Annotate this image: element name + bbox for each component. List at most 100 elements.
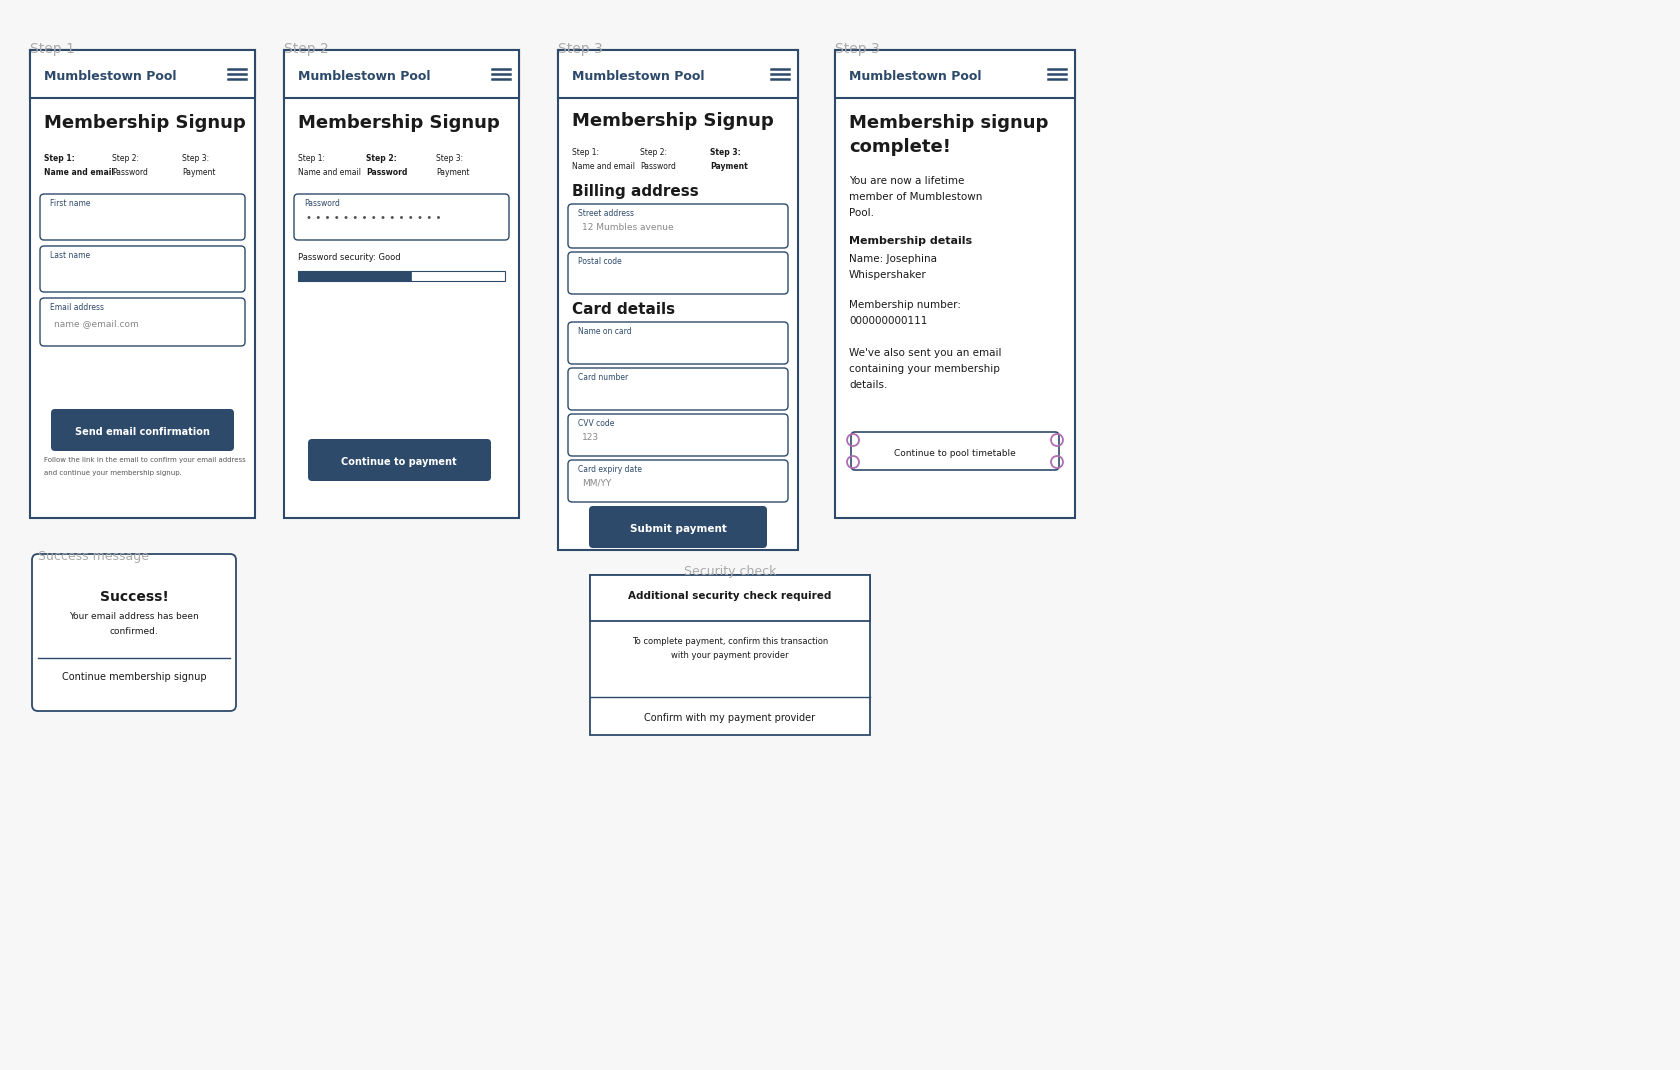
Text: Mumblestown Pool: Mumblestown Pool <box>297 70 430 82</box>
FancyBboxPatch shape <box>852 432 1058 470</box>
Text: Card details: Card details <box>571 302 675 317</box>
Text: member of Mumblestown: member of Mumblestown <box>848 192 983 202</box>
Text: Card expiry date: Card expiry date <box>578 465 642 474</box>
Text: Pool.: Pool. <box>848 208 874 218</box>
Bar <box>590 575 870 735</box>
Text: MM/YY: MM/YY <box>581 478 612 488</box>
Text: Step 3: Step 3 <box>558 42 603 56</box>
Text: name @email.com: name @email.com <box>54 320 139 328</box>
Bar <box>590 575 870 621</box>
Text: • • • • • • • • • • • • • • •: • • • • • • • • • • • • • • • <box>306 213 442 223</box>
Text: Email address: Email address <box>50 303 104 312</box>
FancyBboxPatch shape <box>568 460 788 502</box>
Text: Name: Josephina: Name: Josephina <box>848 254 937 264</box>
Text: 123: 123 <box>581 432 600 442</box>
Text: Step 2:: Step 2: <box>113 154 139 163</box>
FancyBboxPatch shape <box>568 414 788 456</box>
FancyBboxPatch shape <box>568 204 788 248</box>
Text: Mumblestown Pool: Mumblestown Pool <box>848 70 981 82</box>
Text: Continue to payment: Continue to payment <box>341 457 457 467</box>
Text: Membership Signup: Membership Signup <box>571 112 774 129</box>
Text: First name: First name <box>50 199 91 208</box>
Text: 12 Mumbles avenue: 12 Mumbles avenue <box>581 224 674 232</box>
FancyBboxPatch shape <box>40 194 245 240</box>
Bar <box>835 50 1075 518</box>
Text: Membership Signup: Membership Signup <box>44 114 245 132</box>
Text: CVV code: CVV code <box>578 419 615 428</box>
FancyBboxPatch shape <box>32 554 235 710</box>
Text: Payment: Payment <box>437 168 469 177</box>
Bar <box>30 50 255 98</box>
Text: Membership number:: Membership number: <box>848 300 961 310</box>
Bar <box>558 50 798 550</box>
FancyBboxPatch shape <box>568 322 788 364</box>
Text: Last name: Last name <box>50 251 91 260</box>
Text: Name on card: Name on card <box>578 327 632 336</box>
Text: Step 1: Step 1 <box>30 42 76 56</box>
Text: Name and email: Name and email <box>44 168 114 177</box>
Text: Payment: Payment <box>711 162 748 171</box>
Text: Password: Password <box>366 168 407 177</box>
Text: details.: details. <box>848 380 887 389</box>
FancyBboxPatch shape <box>294 194 509 240</box>
Text: Step 3:: Step 3: <box>437 154 464 163</box>
Text: Step 2:: Step 2: <box>366 154 396 163</box>
Text: Step 1:: Step 1: <box>44 154 74 163</box>
Text: Continue to pool timetable: Continue to pool timetable <box>894 448 1016 458</box>
Text: Password security: Good: Password security: Good <box>297 253 400 262</box>
Text: Success message: Success message <box>39 550 150 563</box>
Text: Step 3:: Step 3: <box>181 154 208 163</box>
Text: Mumblestown Pool: Mumblestown Pool <box>571 70 704 82</box>
Text: Submit payment: Submit payment <box>630 524 726 534</box>
Text: with your payment provider: with your payment provider <box>672 651 790 660</box>
Text: and continue your membership signup.: and continue your membership signup. <box>44 470 181 476</box>
Text: Postal code: Postal code <box>578 257 622 266</box>
Text: You are now a lifetime: You are now a lifetime <box>848 175 964 186</box>
FancyBboxPatch shape <box>40 246 245 292</box>
Bar <box>558 50 798 98</box>
Text: Card number: Card number <box>578 373 628 382</box>
Bar <box>297 271 412 281</box>
Text: We've also sent you an email: We've also sent you an email <box>848 348 1001 358</box>
Bar <box>835 50 1075 98</box>
Text: Billing address: Billing address <box>571 184 699 199</box>
FancyBboxPatch shape <box>568 368 788 410</box>
Bar <box>297 271 506 281</box>
Text: Street address: Street address <box>578 209 633 218</box>
Text: Confirm with my payment provider: Confirm with my payment provider <box>645 713 815 723</box>
Text: Name and email: Name and email <box>571 162 635 171</box>
Bar <box>284 50 519 518</box>
FancyBboxPatch shape <box>590 506 768 548</box>
Text: To complete payment, confirm this transaction: To complete payment, confirm this transa… <box>632 637 828 646</box>
Text: Step 1:: Step 1: <box>571 148 600 157</box>
Text: Step 2:: Step 2: <box>640 148 667 157</box>
Text: Membership Signup: Membership Signup <box>297 114 499 132</box>
Text: Membership details: Membership details <box>848 236 973 246</box>
Text: confirmed.: confirmed. <box>109 627 158 636</box>
FancyBboxPatch shape <box>50 409 234 450</box>
Text: Additional security check required: Additional security check required <box>628 591 832 601</box>
Text: Follow the link in the email to confirm your email address: Follow the link in the email to confirm … <box>44 457 245 463</box>
Text: Security check: Security check <box>684 565 776 578</box>
Text: Payment: Payment <box>181 168 215 177</box>
Text: complete!: complete! <box>848 138 951 156</box>
Text: Password: Password <box>113 168 148 177</box>
FancyBboxPatch shape <box>307 439 491 482</box>
Text: Step 1:: Step 1: <box>297 154 324 163</box>
Text: Whispershaker: Whispershaker <box>848 270 927 280</box>
Text: containing your membership: containing your membership <box>848 364 1000 374</box>
Text: Send email confirmation: Send email confirmation <box>74 427 210 437</box>
Text: Membership signup: Membership signup <box>848 114 1048 132</box>
Text: Password: Password <box>304 199 339 208</box>
Text: Password: Password <box>640 162 675 171</box>
Text: Your email address has been: Your email address has been <box>69 612 198 621</box>
Text: Name and email: Name and email <box>297 168 361 177</box>
Bar <box>284 50 519 98</box>
Bar <box>30 50 255 518</box>
Text: Step 2: Step 2 <box>284 42 329 56</box>
Text: Step 3:: Step 3: <box>711 148 741 157</box>
Text: Continue membership signup: Continue membership signup <box>62 672 207 682</box>
FancyBboxPatch shape <box>40 299 245 346</box>
Text: Mumblestown Pool: Mumblestown Pool <box>44 70 176 82</box>
Text: Step 3: Step 3 <box>835 42 880 56</box>
